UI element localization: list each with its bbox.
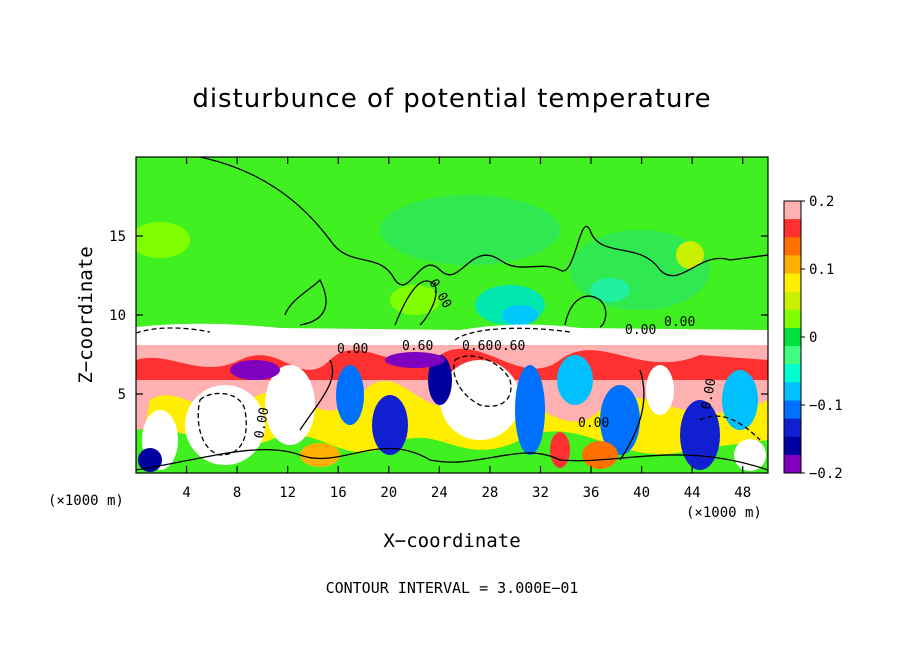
- contour-interval-note: CONTOUR INTERVAL = 3.000E−01: [326, 579, 579, 597]
- x-tick-label: 28: [481, 485, 498, 501]
- colorbar-tick-label: −0.2: [809, 466, 843, 482]
- x-tick-label: 16: [330, 485, 347, 501]
- x-tick-label: 40: [633, 485, 650, 501]
- x-tick-label: 48: [734, 485, 751, 501]
- contour-label: 0.60: [462, 339, 493, 354]
- x-axis-ticks: 4 8 12 16 20 24 28 32 36 40 44 48: [182, 157, 751, 501]
- colorbar-tick-label: 0: [809, 330, 817, 346]
- colorbar-segment: [784, 201, 801, 220]
- contour-label: 0.00: [337, 342, 368, 357]
- colorbar-segment: [784, 273, 801, 293]
- x-tick-label: 36: [583, 485, 600, 501]
- colorbar-segment: [784, 418, 801, 438]
- y-tick-label: 10: [109, 308, 126, 324]
- colorbar-segment: [784, 309, 801, 329]
- x-tick-label: 8: [233, 485, 241, 501]
- contour-label: 0.00: [664, 315, 695, 330]
- colorbar-segment: [784, 364, 801, 383]
- colorbar: [783, 200, 802, 474]
- colorbar-tick-label: −0.1: [809, 398, 843, 414]
- x-axis-label: X−coordinate: [383, 530, 520, 552]
- x-tick-label: 44: [684, 485, 701, 501]
- chart-title: disturbunce of potential temperature: [192, 84, 712, 114]
- colorbar-ticks: 0.2 0.1 0 −0.1 −0.2: [801, 194, 843, 482]
- colorbar-segment: [784, 219, 801, 238]
- contour-label: 0.00: [625, 323, 656, 338]
- y-tick-label: 5: [118, 387, 126, 403]
- colorbar-segment: [784, 400, 801, 420]
- contour-label: 0.60: [494, 339, 525, 354]
- x-tick-label: 12: [279, 485, 296, 501]
- x-tick-label: 24: [431, 485, 448, 501]
- colorbar-tick-label: 0.2: [809, 194, 834, 210]
- colorbar-segment: [784, 436, 801, 456]
- colorbar-tick-label: 0.1: [809, 262, 834, 278]
- contour-label: 0.60: [402, 339, 433, 354]
- y-axis-ticks: 5 10 15: [109, 229, 768, 403]
- x-tick-label: 20: [380, 485, 397, 501]
- contour-label: 0.00: [252, 406, 272, 439]
- colorbar-segment: [784, 346, 801, 365]
- contour-label: 0.00: [578, 416, 609, 431]
- y-axis-label: Z−coordinate: [75, 246, 97, 383]
- colorbar-segment: [784, 237, 801, 256]
- colorbar-segment: [784, 291, 801, 311]
- colorbar-segment: [784, 382, 801, 401]
- colorbar-segment: [784, 255, 801, 275]
- x-tick-label: 4: [182, 485, 190, 501]
- x-unit-right: (×1000 m): [686, 505, 762, 521]
- x-unit-left: (×1000 m): [48, 493, 124, 509]
- heatmap-field: [136, 157, 768, 473]
- y-tick-label: 15: [109, 229, 126, 245]
- colorbar-segment: [784, 454, 801, 474]
- contour-label: 0.00: [699, 377, 719, 410]
- x-tick-label: 32: [532, 485, 549, 501]
- colorbar-segment: [784, 327, 801, 347]
